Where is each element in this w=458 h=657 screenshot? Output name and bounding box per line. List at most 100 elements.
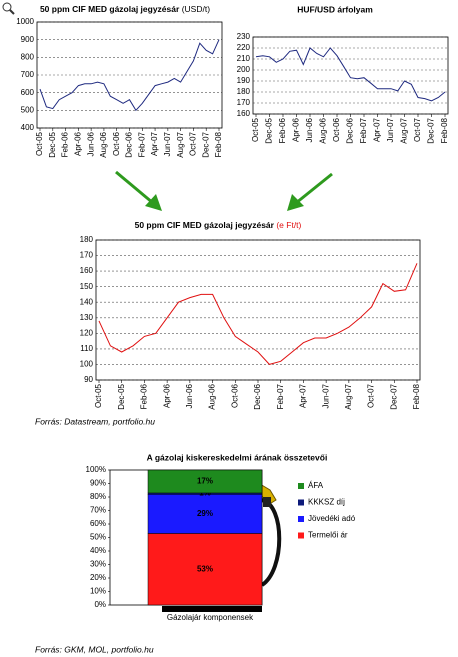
y-tick-label: 90 <box>84 375 93 384</box>
title-unit: (e Ft/t) <box>276 220 301 230</box>
y-tick-label: 40% <box>90 546 106 555</box>
plot-frame <box>252 36 449 115</box>
x-tick-label: Jun-07 <box>386 117 395 142</box>
y-tick-label: 60% <box>90 519 106 528</box>
x-tick-label: Apr-07 <box>150 131 159 156</box>
x-tick-label: Jun-07 <box>321 383 330 408</box>
y-tick-label: 180 <box>80 235 94 244</box>
y-tick-label: 230 <box>237 32 251 41</box>
value-label: 53% <box>197 564 213 573</box>
y-tick-label: 600 <box>21 88 35 97</box>
bar-segment <box>147 533 263 606</box>
y-tick-label: 200 <box>237 65 251 74</box>
chart-title: A gázolaj kiskereskedelmi árának összete… <box>147 452 328 462</box>
data-line <box>255 47 446 102</box>
x-tick-label: Apr-07 <box>373 117 382 142</box>
x-tick-label: Feb-06 <box>278 117 287 143</box>
legend-swatch <box>298 483 304 489</box>
y-tick-label: 110 <box>80 344 93 353</box>
x-tick-label: Feb-08 <box>440 117 449 143</box>
x-tick-label: Jun-06 <box>185 383 194 408</box>
x-tick-label: Feb-07 <box>359 117 368 143</box>
x-tick-label: Oct-05 <box>94 383 103 408</box>
x-tick-label: Apr-06 <box>292 117 301 142</box>
x-tick-label: Dec-07 <box>201 131 210 157</box>
x-tick-label: Gázolajár komponensek <box>167 613 254 622</box>
x-tick-label: Oct-06 <box>112 131 121 156</box>
y-tick-label: 120 <box>80 328 94 337</box>
x-tick-label: Feb-07 <box>137 131 146 157</box>
x-tick-label: Aug-06 <box>99 131 108 157</box>
x-tick-label: Aug-06 <box>319 117 328 143</box>
y-tick-label: 0% <box>94 600 106 609</box>
x-tick-label: Feb-07 <box>276 383 285 409</box>
y-tick-label: 500 <box>21 105 35 114</box>
x-tick-label: Feb-08 <box>214 131 223 157</box>
x-tick-label: Oct-06 <box>332 117 341 142</box>
y-tick-label: 160 <box>80 266 94 275</box>
zoom-icon <box>2 2 15 15</box>
x-tick-label: Dec-06 <box>346 117 355 143</box>
x-tick-label: Oct-05 <box>35 131 44 156</box>
x-tick-label: Feb-06 <box>61 131 70 157</box>
x-tick-label: Jun-06 <box>86 131 95 156</box>
pump-base <box>162 606 262 612</box>
legend-label: Jövedéki adó <box>308 514 356 523</box>
y-tick-label: 210 <box>237 54 251 63</box>
bar-segment <box>147 494 263 534</box>
x-tick-label: Dec-06 <box>125 131 134 157</box>
y-tick-label: 80% <box>90 492 106 501</box>
source-note: Forrás: Datastream, portfolio.hu <box>35 416 155 426</box>
title-text: 50 ppm CIF MED gázolaj jegyzésár <box>40 4 180 14</box>
x-tick-label: Jun-07 <box>163 131 172 156</box>
fuel-nozzle <box>162 483 282 612</box>
y-tick-label: 90% <box>90 479 106 488</box>
y-tick-label: 900 <box>21 35 35 44</box>
x-tick-label: Aug-07 <box>176 131 185 157</box>
title-unit: (USD/t) <box>182 4 211 14</box>
y-tick-label: 170 <box>80 251 94 260</box>
y-tick-label: 400 <box>21 123 35 132</box>
x-tick-label: Jun-06 <box>305 117 314 142</box>
x-tick-label: Dec-07 <box>427 117 436 143</box>
x-tick-label: Dec-07 <box>389 383 398 409</box>
y-tick-label: 160 <box>237 109 251 118</box>
y-tick-label: 100% <box>86 465 106 474</box>
y-tick-label: 130 <box>80 313 94 322</box>
x-tick-label: Oct-06 <box>230 383 239 408</box>
y-tick-label: 50% <box>90 533 106 542</box>
x-tick-label: Feb-06 <box>140 383 149 409</box>
x-tick-label: Dec-05 <box>265 117 274 143</box>
x-tick-label: Dec-05 <box>117 383 126 409</box>
chart-title: 50 ppm CIF MED gázolaj jegyzésár (e Ft/t… <box>135 220 302 230</box>
value-label: 29% <box>197 509 213 518</box>
y-tick-label: 10% <box>90 587 106 596</box>
y-tick-label: 100 <box>80 360 94 369</box>
y-tick-label: 180 <box>237 87 251 96</box>
y-tick-label: 20% <box>90 573 106 582</box>
x-tick-label: Aug-06 <box>208 383 217 409</box>
legend-swatch <box>298 532 304 539</box>
x-tick-label: Feb-08 <box>412 383 421 409</box>
legend-label: ÁFA <box>308 481 324 490</box>
x-tick-label: Dec-05 <box>48 131 57 157</box>
y-tick-label: 800 <box>21 52 35 61</box>
x-tick-label: Aug-07 <box>400 117 409 143</box>
x-tick-label: Apr-07 <box>299 383 308 408</box>
title-text: 50 ppm CIF MED gázolaj jegyzésár <box>135 220 275 230</box>
x-tick-label: Apr-06 <box>73 131 82 156</box>
x-tick-label: Apr-06 <box>162 383 171 408</box>
source-note: Forrás: GKM, MOL, portfolio.hu <box>35 644 154 654</box>
x-tick-label: Dec-06 <box>253 383 262 409</box>
bar-segment <box>147 469 263 494</box>
legend-label: Termelői ár <box>308 531 348 540</box>
y-tick-label: 140 <box>80 297 94 306</box>
chart-title: HUF/USD árfolyam <box>297 4 373 14</box>
y-tick-label: 70% <box>90 506 106 515</box>
legend-label: KKKSZ díj <box>308 498 345 507</box>
legend-swatch <box>298 516 304 522</box>
legend-swatch <box>298 499 304 506</box>
x-tick-label: Aug-07 <box>344 383 353 409</box>
